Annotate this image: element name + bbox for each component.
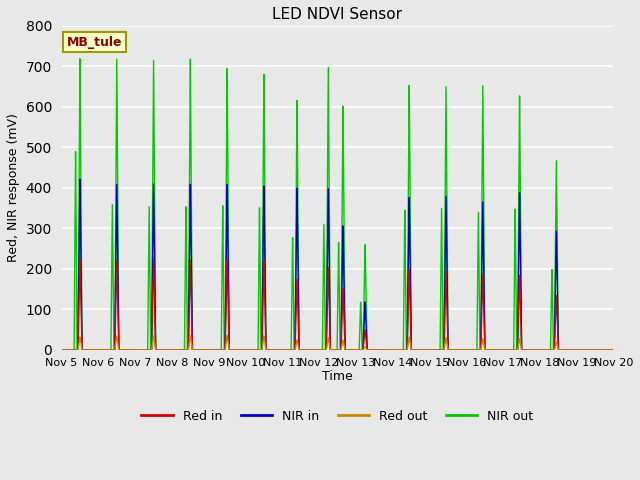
NIR out <box>166 347 173 353</box>
Red in <box>81 347 88 353</box>
Red out <box>609 347 617 353</box>
Red out <box>166 347 173 353</box>
Red out <box>58 347 65 353</box>
Text: MB_tule: MB_tule <box>67 36 123 48</box>
NIR out <box>81 347 88 353</box>
Red out <box>60 347 68 353</box>
Line: Red in: Red in <box>61 259 613 350</box>
Red in <box>609 347 617 353</box>
NIR in <box>81 347 88 353</box>
NIR in <box>76 176 84 182</box>
Red in <box>328 347 335 353</box>
Red in <box>166 347 173 353</box>
Legend: Red in, NIR in, Red out, NIR out: Red in, NIR in, Red out, NIR out <box>136 405 539 428</box>
NIR in <box>580 347 588 353</box>
Red in <box>58 347 65 353</box>
Red out <box>91 347 99 353</box>
Red out <box>580 347 588 353</box>
Y-axis label: Red, NIR response (mV): Red, NIR response (mV) <box>7 113 20 263</box>
Line: NIR in: NIR in <box>61 179 613 350</box>
Line: NIR out: NIR out <box>61 59 613 350</box>
Red in <box>60 347 68 353</box>
Red out <box>223 333 231 338</box>
Red in <box>91 347 99 353</box>
Red in <box>150 256 157 262</box>
NIR out <box>76 56 84 61</box>
Title: LED NDVI Sensor: LED NDVI Sensor <box>273 7 403 22</box>
NIR in <box>328 347 335 353</box>
NIR in <box>58 347 65 353</box>
NIR out <box>91 347 99 353</box>
NIR out <box>609 347 617 353</box>
NIR out <box>328 347 335 353</box>
NIR in <box>166 347 173 353</box>
Red out <box>328 347 335 353</box>
NIR out <box>580 347 588 353</box>
Red in <box>580 347 588 353</box>
NIR in <box>91 347 99 353</box>
NIR out <box>60 347 68 353</box>
NIR in <box>60 347 68 353</box>
Red out <box>81 347 88 353</box>
X-axis label: Time: Time <box>322 371 353 384</box>
NIR in <box>609 347 617 353</box>
Line: Red out: Red out <box>61 336 613 350</box>
NIR out <box>58 347 65 353</box>
